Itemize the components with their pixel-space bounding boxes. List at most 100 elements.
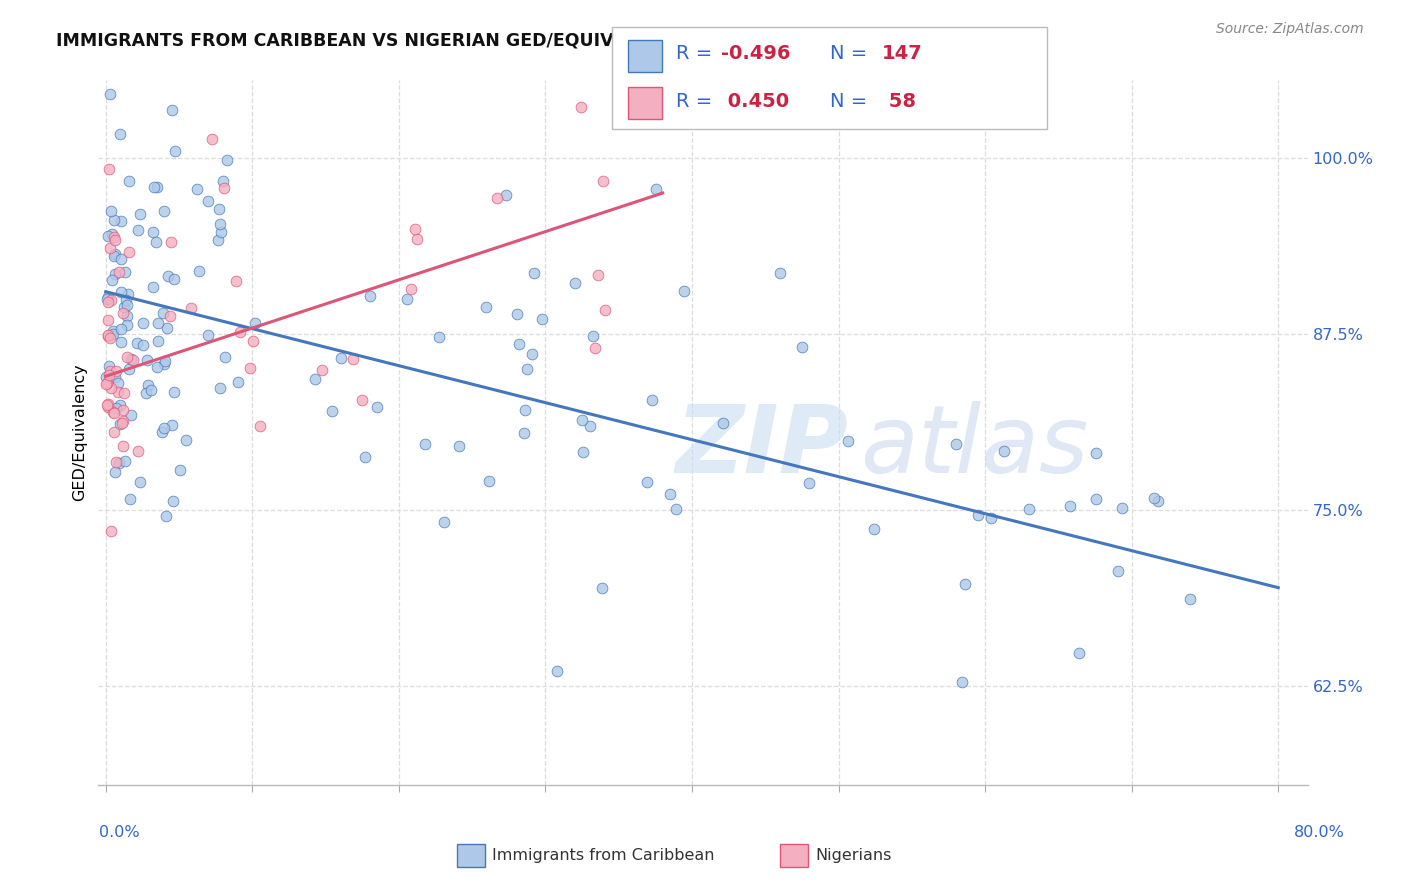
Point <box>641 393 664 408</box>
Point <box>160 235 183 249</box>
Point <box>104 369 127 384</box>
Text: ZIP: ZIP <box>675 401 848 492</box>
Text: 80.0%: 80.0% <box>1294 825 1344 840</box>
Point <box>217 153 239 167</box>
Point <box>239 361 262 376</box>
Point <box>110 322 132 336</box>
Point <box>569 100 592 114</box>
Point <box>139 383 162 397</box>
Point <box>508 336 530 351</box>
Point <box>146 316 169 330</box>
Point <box>104 247 127 261</box>
Text: 0.450: 0.450 <box>721 92 789 112</box>
Point <box>163 385 186 400</box>
Point <box>396 292 419 306</box>
Text: N =: N = <box>830 92 873 112</box>
Point <box>713 417 735 431</box>
Point <box>1018 502 1040 516</box>
Point <box>146 180 169 194</box>
Point <box>118 174 141 188</box>
Point <box>571 413 593 427</box>
Point <box>1085 445 1108 459</box>
Point <box>97 294 120 309</box>
Point <box>993 443 1015 458</box>
Point <box>135 386 157 401</box>
Point <box>118 361 141 376</box>
Point <box>152 425 174 440</box>
Point <box>413 437 436 451</box>
Point <box>475 301 498 315</box>
Point <box>108 417 131 432</box>
Point <box>111 439 134 453</box>
Point <box>591 581 613 595</box>
Point <box>582 329 605 343</box>
Point <box>226 375 249 389</box>
Point <box>1069 646 1091 660</box>
Point <box>162 493 184 508</box>
Point <box>593 302 616 317</box>
Point <box>1147 494 1170 508</box>
Point <box>162 103 184 117</box>
Point <box>404 222 426 236</box>
Point <box>228 325 250 339</box>
Point <box>163 144 186 158</box>
Point <box>142 179 165 194</box>
Point <box>242 334 264 349</box>
Point <box>586 268 609 283</box>
Point <box>100 293 122 308</box>
Point <box>505 307 527 321</box>
Point <box>145 235 167 250</box>
Point <box>104 234 127 248</box>
Point <box>105 455 128 469</box>
Point <box>1059 499 1081 513</box>
Point <box>186 182 208 196</box>
Point <box>530 312 553 326</box>
Point <box>243 316 266 330</box>
Point <box>153 421 176 435</box>
Point <box>156 268 179 283</box>
Point <box>146 360 169 375</box>
Point <box>546 665 568 679</box>
Point <box>97 368 120 383</box>
Point <box>249 419 271 434</box>
Point <box>114 264 136 278</box>
Point <box>583 341 606 355</box>
Point <box>127 444 149 458</box>
Point <box>321 404 343 418</box>
Point <box>1107 565 1129 579</box>
Point <box>197 328 219 343</box>
Point <box>103 230 125 244</box>
Point <box>214 350 236 364</box>
Point <box>100 524 122 538</box>
Point <box>950 674 973 689</box>
Point <box>352 393 374 408</box>
Point <box>112 300 135 314</box>
Point <box>1111 500 1133 515</box>
Point <box>103 212 125 227</box>
Point <box>101 404 124 418</box>
Point <box>97 327 120 342</box>
Point <box>98 364 121 378</box>
Point <box>98 331 121 345</box>
Point <box>797 476 820 491</box>
Point <box>97 313 120 327</box>
Point <box>513 425 536 440</box>
Point <box>142 280 165 294</box>
Point <box>447 439 470 453</box>
Point <box>103 425 125 439</box>
Point <box>665 502 688 516</box>
Point <box>433 515 456 529</box>
Point <box>115 318 138 333</box>
Text: 0.0%: 0.0% <box>100 825 139 840</box>
Point <box>115 293 138 308</box>
Point <box>104 268 127 282</box>
Point <box>207 233 229 247</box>
Point <box>104 465 127 479</box>
Point <box>101 273 124 287</box>
Point <box>138 378 160 392</box>
Point <box>94 369 117 384</box>
Point <box>209 225 232 239</box>
Point <box>163 272 186 286</box>
Point <box>97 359 120 373</box>
Point <box>152 357 174 371</box>
